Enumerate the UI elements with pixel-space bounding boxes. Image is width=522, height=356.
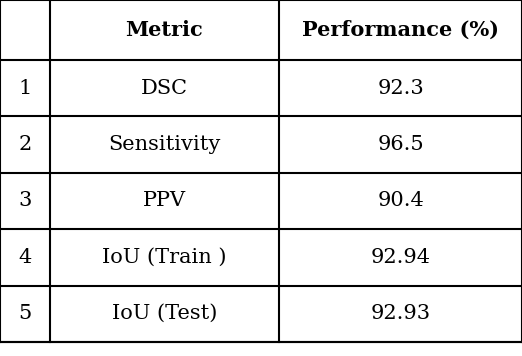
- Text: 96.5: 96.5: [377, 135, 424, 154]
- Text: IoU (Train ): IoU (Train ): [102, 248, 227, 267]
- Text: 92.94: 92.94: [371, 248, 431, 267]
- Text: 1: 1: [18, 79, 31, 98]
- Text: PPV: PPV: [143, 192, 186, 210]
- Text: IoU (Test): IoU (Test): [112, 304, 217, 323]
- Text: 92.93: 92.93: [371, 304, 431, 323]
- Text: 3: 3: [18, 192, 31, 210]
- Text: Sensitivity: Sensitivity: [108, 135, 221, 154]
- Text: DSC: DSC: [141, 79, 188, 98]
- Text: 92.3: 92.3: [377, 79, 424, 98]
- Text: 5: 5: [18, 304, 31, 323]
- Text: Metric: Metric: [126, 20, 203, 40]
- Text: Performance (%): Performance (%): [302, 20, 499, 40]
- Text: 4: 4: [18, 248, 31, 267]
- Text: 90.4: 90.4: [377, 192, 424, 210]
- Text: 2: 2: [18, 135, 31, 154]
